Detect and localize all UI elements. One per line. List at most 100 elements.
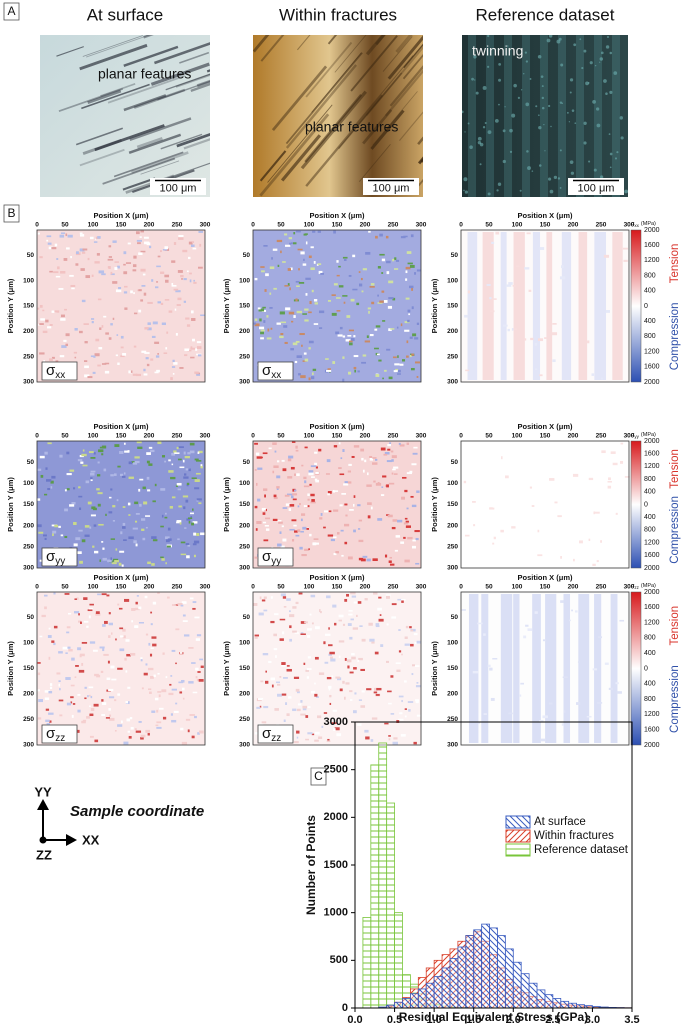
stress-speckle <box>297 311 302 313</box>
stress-speckle <box>277 694 282 697</box>
stress-speckle <box>120 635 124 637</box>
stress-speckle <box>264 495 266 498</box>
stress-speckle <box>110 474 114 476</box>
stress-speckle <box>579 540 583 543</box>
stress-speckle <box>263 706 268 708</box>
stress-speckle <box>309 470 314 472</box>
stress-speckle <box>148 463 152 466</box>
x-tick-label: 200 <box>144 222 155 229</box>
stress-speckle <box>255 469 257 471</box>
stress-speckle <box>124 658 126 661</box>
stress-speckle <box>168 528 171 531</box>
stress-speckle <box>520 683 524 685</box>
texture-band <box>594 35 602 197</box>
stress-speckle <box>45 720 49 722</box>
y-tick-label: 200 <box>23 522 34 529</box>
stress-speckle <box>89 604 94 606</box>
stress-speckle <box>318 231 321 233</box>
x-tick-label: 200 <box>360 584 371 591</box>
stress-speckle <box>183 620 188 622</box>
texture-dot <box>498 104 500 106</box>
stress-speckle <box>349 610 353 612</box>
stress-speckle <box>347 666 349 669</box>
stress-speckle <box>178 237 183 240</box>
stress-speckle <box>265 671 267 673</box>
stress-speckle <box>511 526 515 528</box>
texture-dot <box>588 160 590 162</box>
stress-speckle <box>295 446 297 449</box>
stress-speckle <box>314 323 318 325</box>
stress-speckle <box>185 456 190 458</box>
stress-speckle <box>552 359 555 362</box>
stress-speckle <box>128 731 130 733</box>
stress-speckle <box>312 622 314 624</box>
stress-speckle <box>175 703 177 705</box>
texture-dot <box>624 190 628 194</box>
stress-speckle <box>538 530 540 533</box>
stress-speckle <box>340 457 342 459</box>
stress-speckle <box>267 337 272 339</box>
stress-speckle <box>314 538 319 540</box>
stress-speckle <box>51 476 55 479</box>
stress-speckle <box>324 510 328 512</box>
histogram-bar <box>529 983 537 1008</box>
stress-speckle <box>408 701 413 703</box>
stress-speckle <box>314 683 316 685</box>
stress-speckle <box>414 633 418 635</box>
stress-speckle <box>388 515 393 518</box>
stress-speckle <box>108 266 110 268</box>
texture-dot <box>605 92 608 95</box>
stress-speckle <box>259 327 264 330</box>
component-subscript: yy <box>55 556 65 567</box>
stress-speckle <box>339 656 341 658</box>
stress-speckle <box>268 661 271 663</box>
stress-speckle <box>543 639 546 641</box>
stress-speckle <box>184 452 186 455</box>
stress-speckle <box>186 719 190 721</box>
stress-speckle <box>38 532 43 534</box>
stress-speckle <box>182 688 185 691</box>
stress-speckle <box>46 479 51 482</box>
colorbar-tick-label: 400 <box>644 318 656 325</box>
stress-speckle <box>101 541 103 543</box>
stress-speckle <box>102 624 106 627</box>
stress-speckle <box>410 496 413 498</box>
stress-speckle <box>136 374 141 376</box>
x-tick-label: 50 <box>61 433 69 440</box>
stress-speckle <box>386 661 389 663</box>
stress-speckle <box>349 330 354 332</box>
stress-speckle <box>56 258 58 260</box>
stress-speckle <box>296 231 301 233</box>
stress-speckle <box>117 668 122 670</box>
stress-speckle <box>78 613 80 615</box>
colorbar-tick-label: 800 <box>644 527 656 534</box>
stress-speckle <box>101 714 105 716</box>
stress-speckle <box>346 315 350 318</box>
stress-speckle <box>402 359 405 361</box>
stress-speckle <box>293 499 297 501</box>
stress-speckle <box>560 276 565 279</box>
stress-speckle <box>146 527 148 529</box>
stress-speckle <box>411 234 414 237</box>
colorbar-tick-label: 400 <box>644 489 656 496</box>
stress-speckle <box>609 688 613 690</box>
stress-speckle <box>272 685 274 688</box>
stress-speckle <box>371 507 373 510</box>
stress-speckle <box>360 669 365 671</box>
histogram-bar <box>442 968 450 1008</box>
stress-speckle <box>151 536 156 539</box>
stress-speckle <box>315 657 319 660</box>
stress-speckle <box>406 525 411 528</box>
stress-speckle <box>412 673 414 675</box>
texture-dot <box>571 172 574 175</box>
stress-speckle <box>178 488 181 490</box>
stress-speckle <box>71 287 74 289</box>
colorbar-title: σxx(MPa) <box>631 221 656 228</box>
stress-speckle <box>189 714 194 716</box>
stress-speckle <box>133 540 136 543</box>
stress-speckle <box>131 620 133 622</box>
y-tick-label: 300 <box>23 742 34 749</box>
stress-speckle <box>578 661 580 663</box>
stress-speckle <box>308 499 310 501</box>
stress-speckle <box>397 355 399 358</box>
